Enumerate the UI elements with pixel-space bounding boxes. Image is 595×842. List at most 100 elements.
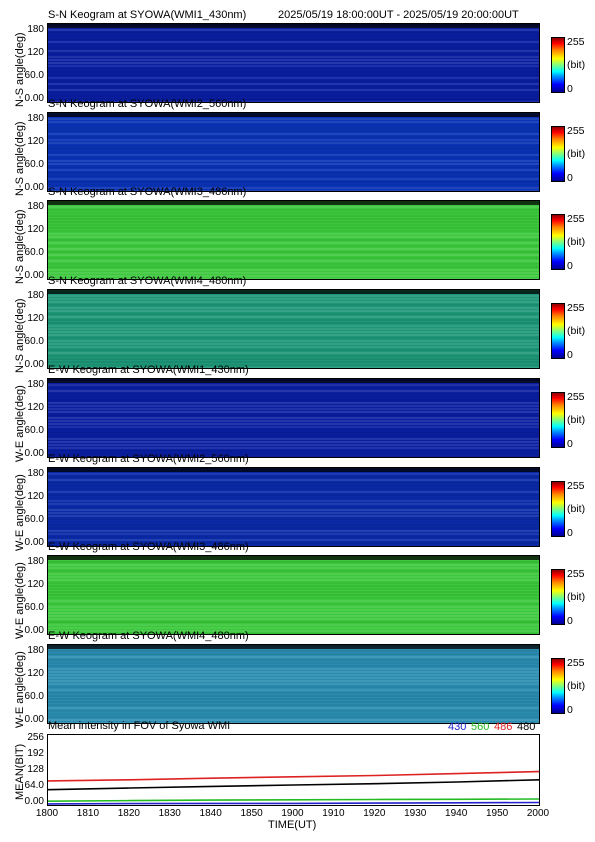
- keogram-stripe: [48, 653, 539, 655]
- keogram-stripe: [48, 453, 539, 455]
- keogram-stripe: [48, 707, 539, 709]
- keogram-stripe: [48, 609, 539, 611]
- keogram-stripe: [48, 387, 539, 389]
- panel-title: E-W Keogram at SYOWA(WMI3_486nm): [48, 541, 249, 553]
- panel-title: E-W Keogram at SYOWA(WMI4_480nm): [48, 630, 249, 642]
- keogram-stripe: [48, 257, 539, 259]
- keogram-stripe: [48, 254, 539, 256]
- keogram-stripe: [48, 570, 539, 572]
- keogram-stripe: [48, 659, 539, 661]
- keogram-stripe: [48, 539, 539, 541]
- legend-item: 480: [517, 721, 536, 733]
- x-tick-label: 1940: [445, 808, 468, 819]
- keogram-stripe: [48, 175, 539, 177]
- keogram-stripe: [48, 515, 539, 517]
- keogram-stripe: [48, 441, 539, 443]
- keogram-stripe: [48, 683, 539, 685]
- y-tick-label: 128: [27, 764, 44, 775]
- keogram-stripe: [48, 426, 539, 428]
- keogram-stripe: [48, 506, 539, 508]
- keogram-stripe: [48, 509, 539, 511]
- series-line-480: [47, 779, 540, 791]
- y-tick-label: 60.0: [24, 514, 44, 525]
- keogram-stripe: [48, 603, 539, 605]
- keogram-stripe: [48, 650, 539, 652]
- keogram-stripe: [48, 340, 539, 342]
- panel-title: S-N Keogram at SYOWA(WMI2_560nm): [48, 98, 247, 110]
- keogram-stripe: [48, 704, 539, 706]
- keogram-stripe: [48, 163, 539, 165]
- keogram-stripe: [48, 266, 539, 268]
- y-tick-label: 0.00: [24, 93, 44, 104]
- panel-title: S-N Keogram at SYOWA(WMI4_480nm): [48, 275, 247, 287]
- y-tick-label: 60.0: [24, 602, 44, 613]
- keogram-stripe: [48, 212, 539, 214]
- keogram-plot: [48, 379, 539, 457]
- legend-item: 560: [471, 721, 490, 733]
- keogram-stripe: [48, 408, 539, 410]
- keogram-stripe: [48, 118, 539, 120]
- keogram-stripe: [48, 456, 539, 457]
- keogram-stripe: [48, 328, 539, 330]
- keogram-stripe: [48, 89, 539, 91]
- keogram-stripe: [48, 298, 539, 300]
- y-tick-label: 180: [27, 201, 44, 212]
- keogram-stripe: [48, 215, 539, 217]
- colorbar: [551, 214, 565, 270]
- colorbar-max-label: 255: [567, 302, 585, 314]
- keogram-image: [47, 644, 540, 724]
- keogram-stripe: [48, 50, 539, 52]
- keogram-stripe: [48, 319, 539, 321]
- keogram-edge: [48, 24, 539, 28]
- keogram-plot: [48, 24, 539, 102]
- keogram-stripe: [48, 41, 539, 43]
- x-tick-label: 1900: [281, 808, 304, 819]
- keogram-stripe: [48, 316, 539, 318]
- keogram-plot: [48, 468, 539, 546]
- keogram-stripe: [48, 206, 539, 208]
- colorbar-max-label: 255: [567, 36, 585, 48]
- keogram-stripe: [48, 133, 539, 135]
- colorbar-unit-label: (bit): [567, 59, 586, 71]
- y-tick-label: 120: [27, 491, 44, 502]
- colorbar: [551, 126, 565, 182]
- colorbar-unit-label: (bit): [567, 325, 586, 337]
- keogram-background: [48, 290, 539, 368]
- keogram-stripe: [48, 130, 539, 132]
- keogram-edge: [48, 468, 539, 472]
- keogram-plot: [48, 556, 539, 634]
- keogram-stripe: [48, 447, 539, 449]
- keogram-stripe: [48, 624, 539, 626]
- keogram-edge: [48, 113, 539, 117]
- y-tick-label: 0.00: [24, 270, 44, 281]
- keogram-stripe: [48, 527, 539, 529]
- plot-frame: [47, 734, 540, 806]
- keogram-stripe: [48, 127, 539, 129]
- colorbar-max-label: 255: [567, 480, 585, 492]
- y-tick-label: 120: [27, 579, 44, 590]
- keogram-stripe: [48, 310, 539, 312]
- colorbar-min-label: 0: [567, 260, 573, 272]
- y-tick-label: 256: [27, 732, 44, 743]
- legend-item: 430: [448, 721, 467, 733]
- keogram-stripe: [48, 343, 539, 345]
- keogram-stripe: [48, 142, 539, 144]
- keogram-stripe: [48, 384, 539, 386]
- colorbar-max-label: 255: [567, 125, 585, 137]
- keogram-stripe: [48, 53, 539, 55]
- keogram-stripe: [48, 594, 539, 596]
- keogram-stripe: [48, 432, 539, 434]
- keogram-stripe: [48, 668, 539, 670]
- keogram-stripe: [48, 248, 539, 250]
- y-tick-label: 180: [27, 113, 44, 124]
- keogram-stripe: [48, 71, 539, 73]
- y-tick-label: 180: [27, 556, 44, 567]
- colorbar-max-label: 255: [567, 657, 585, 669]
- keogram-stripe: [48, 722, 539, 723]
- keogram-stripe: [48, 518, 539, 520]
- keogram-stripe: [48, 145, 539, 147]
- keogram-stripe: [48, 656, 539, 658]
- x-tick-label: 2000: [526, 808, 550, 819]
- keogram-stripe: [48, 166, 539, 168]
- keogram-stripe: [48, 346, 539, 348]
